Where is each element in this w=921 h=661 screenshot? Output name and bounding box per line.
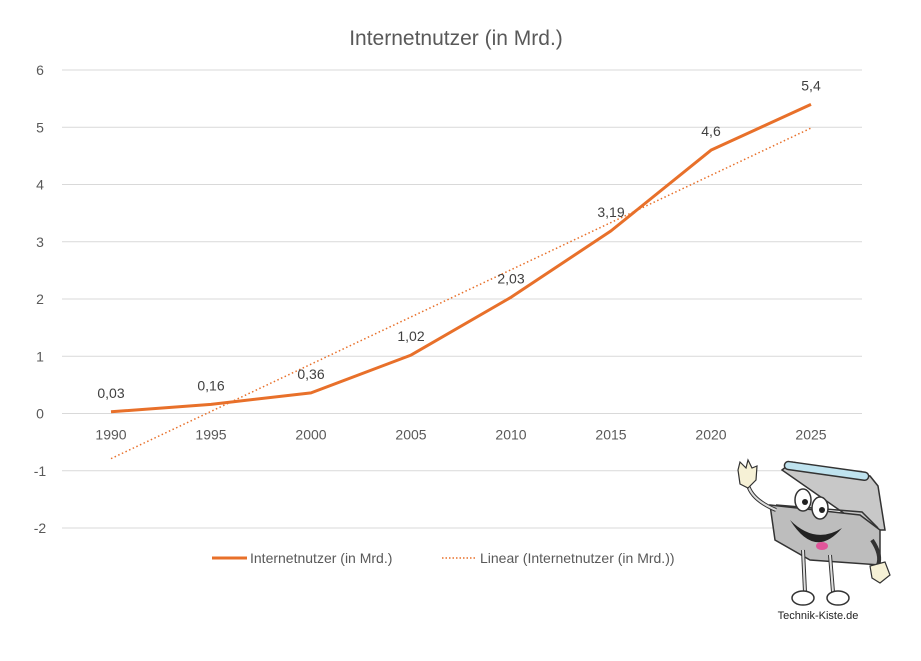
- y-tick-label: 4: [36, 177, 44, 193]
- technik-kiste-logo: Technik-Kiste.de: [738, 460, 890, 622]
- y-tick-label: -2: [34, 520, 47, 536]
- y-tick-label: 2: [36, 291, 44, 307]
- chart-title: Internetnutzer (in Mrd.): [349, 27, 563, 50]
- data-label: 1,02: [397, 328, 424, 344]
- logo-text: Technik-Kiste.de: [778, 610, 859, 622]
- data-label: 0,36: [297, 366, 324, 382]
- x-tick-label: 1990: [95, 427, 126, 443]
- x-tick-label: 2005: [395, 427, 426, 443]
- x-tick-label: 2020: [695, 427, 726, 443]
- y-tick-label: 6: [36, 62, 44, 78]
- series-line: [111, 104, 811, 411]
- trendline: [111, 128, 811, 459]
- x-tick-label: 2015: [595, 427, 626, 443]
- data-label: 3,19: [597, 204, 624, 220]
- data-label: 2,03: [497, 270, 524, 286]
- x-tick-label: 1995: [195, 427, 226, 443]
- y-tick-label: 3: [36, 234, 44, 250]
- y-tick-label: -1: [34, 463, 47, 479]
- legend-label-trend: Linear (Internetnutzer (in Mrd.)): [480, 550, 675, 566]
- x-tick-label: 2000: [295, 427, 326, 443]
- legend: Internetnutzer (in Mrd.) Linear (Interne…: [212, 550, 675, 566]
- legend-label-series: Internetnutzer (in Mrd.): [250, 550, 392, 566]
- y-tick-label: 0: [36, 406, 44, 422]
- x-tick-label: 2025: [795, 427, 826, 443]
- y-tick-label: 1: [36, 348, 44, 364]
- data-label: 4,6: [701, 123, 721, 139]
- y-tick-label: 5: [36, 119, 44, 135]
- data-label: 0,16: [197, 377, 224, 393]
- data-label: 5,4: [801, 77, 821, 93]
- data-label: 0,03: [97, 385, 124, 401]
- x-tick-label: 2010: [495, 427, 526, 443]
